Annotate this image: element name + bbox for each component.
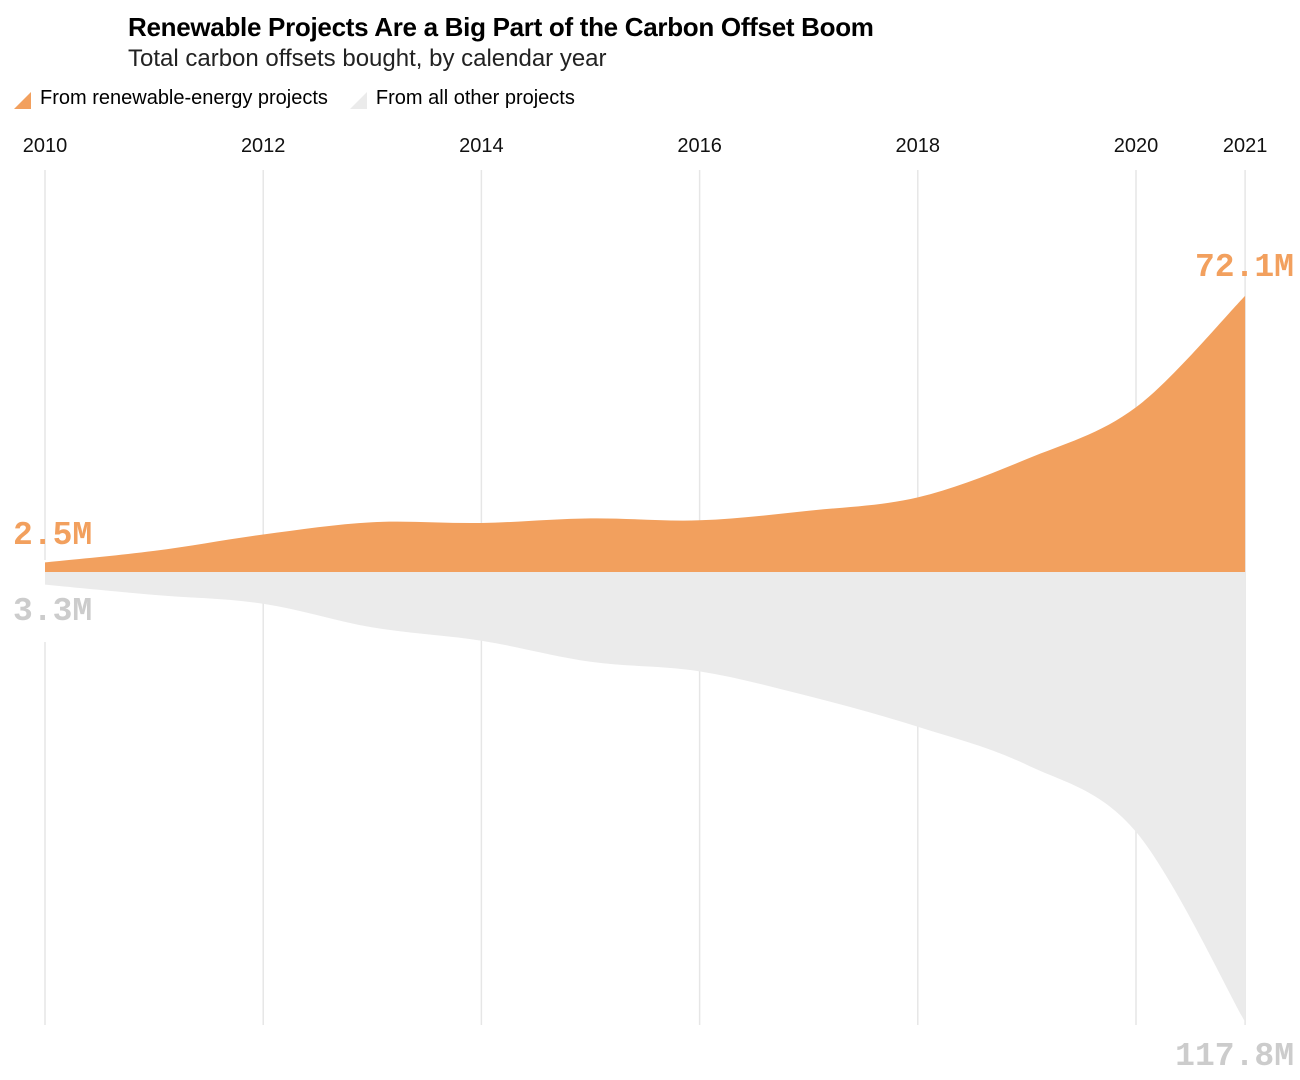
chart-subtitle: Total carbon offsets bought, by calendar… — [128, 45, 607, 72]
area-renewable-projects — [45, 295, 1246, 572]
x-tick-label: 2018 — [896, 135, 941, 157]
legend-label-other: From all other projects — [375, 87, 575, 109]
legend-item-renewable: From renewable-energy projects — [14, 87, 328, 110]
value-labels: 2.5M 72.1M 3.3M 117.8M — [13, 249, 1294, 1075]
x-tick-label: 2021 — [1223, 135, 1268, 157]
legend-swatch-other — [349, 92, 367, 109]
chart-title: Renewable Projects Are a Big Part of the… — [128, 12, 874, 42]
legend: From renewable-energy projects From all … — [14, 87, 597, 110]
label-renewable-2010: 2.5M — [13, 517, 92, 554]
label-other-2010: 3.3M — [13, 593, 92, 630]
label-other-2021: 117.8M — [1175, 1038, 1294, 1075]
area-other-projects — [45, 572, 1246, 1022]
x-tick-label: 2014 — [459, 135, 504, 157]
x-axis-tick-labels: 2010 2012 2014 2016 2018 2020 2021 — [23, 135, 1268, 157]
x-tick-label: 2016 — [677, 135, 722, 157]
x-tick-label: 2010 — [23, 135, 68, 157]
x-tick-label: 2012 — [241, 135, 286, 157]
x-tick-label: 2020 — [1114, 135, 1159, 157]
legend-item-other: From all other projects — [349, 87, 575, 110]
legend-label-renewable: From renewable-energy projects — [40, 87, 328, 109]
label-renewable-2021: 72.1M — [1195, 249, 1294, 286]
legend-swatch-renewable — [14, 92, 31, 109]
